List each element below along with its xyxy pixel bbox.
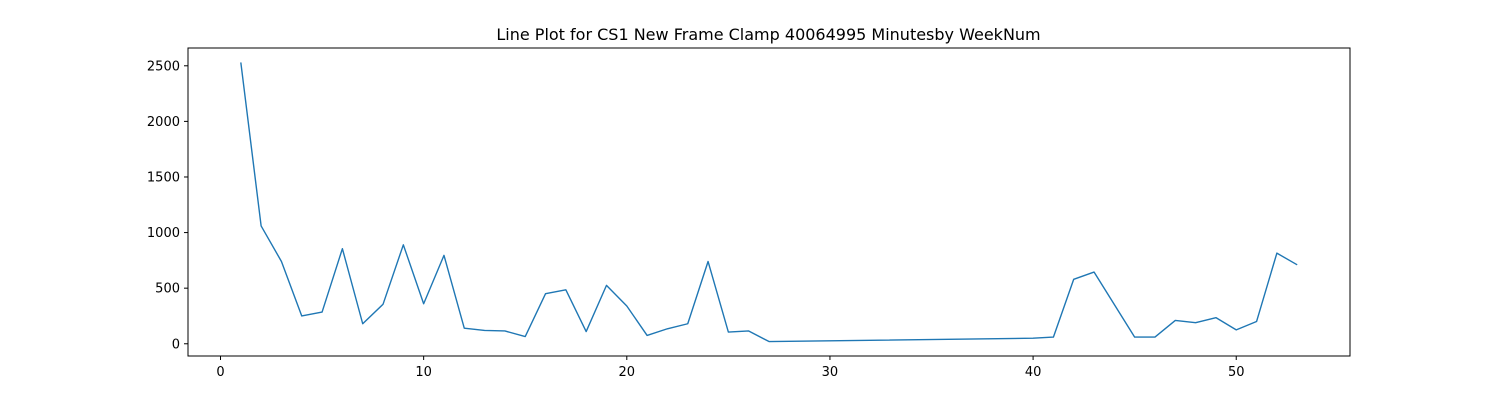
x-axis: 0 10 20 30 40 50: [216, 356, 1245, 380]
y-tick-label: 1500: [147, 170, 180, 185]
data-point: [1032, 337, 1034, 339]
data-point: [565, 289, 567, 291]
chart-title: Line Plot for CS1 New Frame Clamp 400649…: [496, 25, 1040, 44]
data-point: [1134, 336, 1136, 338]
x-tick-label: 20: [619, 365, 636, 380]
data-point: [1053, 336, 1055, 338]
data-point: [1296, 264, 1298, 266]
data-point: [423, 303, 425, 305]
x-tick-label: 30: [822, 365, 839, 380]
data-point: [240, 62, 242, 64]
data-point: [260, 225, 262, 227]
y-tick-label: 1000: [147, 226, 180, 241]
y-axis: 0 500 1000 1500 2000 2500: [147, 59, 188, 352]
x-tick-label: 10: [415, 365, 432, 380]
data-point: [321, 311, 323, 313]
data-point: [1073, 278, 1075, 280]
data-point: [382, 303, 384, 305]
y-tick-label: 2500: [147, 59, 180, 74]
y-tick-label: 0: [172, 337, 180, 352]
plot-frame: [187, 47, 1351, 357]
data-point: [1235, 329, 1237, 331]
data-point: [667, 328, 669, 330]
data-point: [362, 323, 364, 325]
y-tick-label: 500: [155, 282, 180, 297]
data-point: [585, 331, 587, 333]
x-tick-label: 0: [216, 365, 224, 380]
data-point: [606, 285, 608, 287]
x-tick-label: 50: [1228, 365, 1245, 380]
data-point: [768, 341, 770, 343]
data-point: [646, 335, 648, 337]
data-point: [403, 244, 405, 246]
data-point: [707, 261, 709, 263]
data-point: [463, 327, 465, 329]
data-point: [748, 330, 750, 332]
data-point: [1256, 321, 1258, 323]
data-point: [1174, 320, 1176, 322]
data-point: [545, 293, 547, 295]
data-point: [687, 323, 689, 325]
data-point: [1093, 271, 1095, 273]
series-line: [240, 62, 1298, 343]
data-point: [281, 261, 283, 263]
data-point: [484, 330, 486, 332]
series-layer: [240, 62, 1298, 343]
y-tick-label: 2000: [147, 115, 180, 130]
x-tick-label: 40: [1025, 365, 1042, 380]
data-point: [1154, 336, 1156, 338]
data-point: [443, 255, 445, 257]
data-point: [524, 336, 526, 338]
data-point: [1195, 322, 1197, 324]
data-point: [342, 248, 344, 250]
data-point: [301, 315, 303, 317]
data-point: [1276, 252, 1278, 254]
data-point: [1215, 317, 1217, 319]
data-point: [504, 330, 506, 332]
data-point: [626, 305, 628, 307]
data-point: [728, 331, 730, 333]
